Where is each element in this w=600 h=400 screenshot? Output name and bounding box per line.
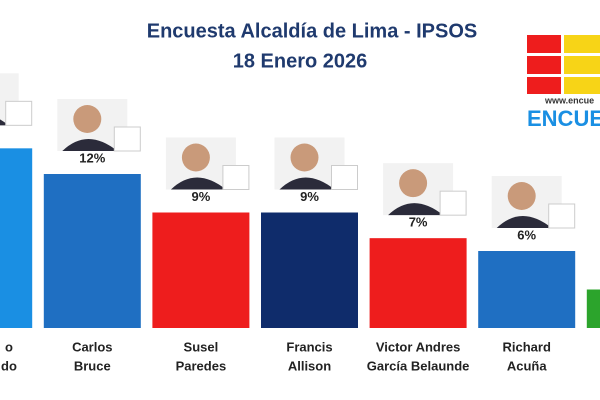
bar [369,238,467,328]
party-logo [222,165,250,190]
x-tick-label: Francis [286,339,332,354]
logo-url: www.encue [544,95,594,105]
party-logo [548,203,576,229]
x-tick-label: García Belaunde [367,358,470,373]
value-label: 12% [79,150,105,165]
x-tick-label: Acuña [507,358,548,373]
bar [478,251,576,328]
logo-square [527,77,561,94]
value-label: 9% [192,189,211,204]
photo-body [279,177,335,190]
x-tick-label: Susel [184,339,219,354]
bar [261,212,358,328]
logo-square [564,35,600,53]
party-logo [113,126,141,152]
party-logo [439,190,467,216]
bar [0,148,33,328]
logo-square [564,56,600,74]
chart-title: Encuesta Alcaldía de Lima - IPSOS [147,20,477,42]
photo-body [388,203,444,216]
party-logo [5,100,33,126]
photo-body [496,216,552,228]
photo-head [399,169,428,198]
x-tick-label: Paredes [176,358,227,373]
logo-text: ENCUE [527,106,600,131]
x-tick-label: Carlos [72,339,112,354]
x-tick-label: Victor Andres [376,339,461,354]
logo-square [527,35,561,53]
value-label: 9% [300,189,319,204]
bar [586,289,600,328]
logo-square [527,56,561,74]
party-logo [331,165,358,190]
bar [152,212,250,328]
photo-head [507,182,536,210]
logo-square [564,77,600,94]
x-tick-label: Richard [502,339,550,354]
x-tick-label: Bruce [74,358,111,373]
logo: www.encue ENCUE [527,35,600,131]
photo-head [73,105,102,133]
photo-body [62,139,118,151]
photo-head [181,143,210,172]
x-tick-label: o [5,339,13,354]
x-tick-label: do [1,358,17,373]
value-label: 7% [409,215,428,230]
photo-body [170,177,226,190]
photo-head [290,143,319,172]
bar [43,174,141,328]
x-tick-label: Allison [288,358,331,373]
chart-subtitle: 18 Enero 2026 [233,50,368,72]
candidate-photos [0,73,576,229]
value-label: 6% [517,227,536,242]
